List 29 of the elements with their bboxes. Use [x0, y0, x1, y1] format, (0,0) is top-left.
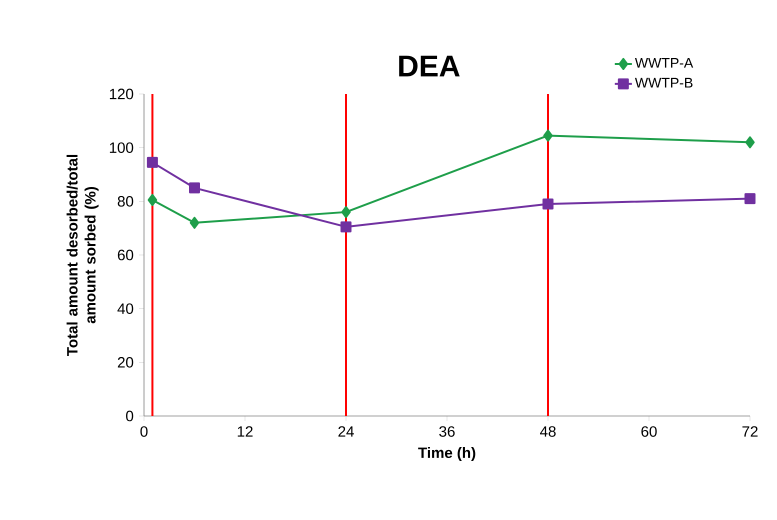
- y-tick-label: 80: [118, 196, 134, 207]
- point: [543, 130, 553, 142]
- chart-title: DEA: [399, 56, 460, 76]
- point: [744, 193, 756, 204]
- point: [745, 136, 755, 148]
- legend-label: WWTP-B: [634, 78, 692, 88]
- y-tick-label: 20: [118, 357, 134, 368]
- x-axis-title: Time (h): [418, 447, 476, 461]
- x-tick-label: 12: [238, 426, 253, 437]
- y-tick-label: 0: [126, 410, 134, 422]
- y-tick-label: 60: [118, 250, 134, 260]
- x-tick-label: 48: [540, 426, 556, 437]
- point: [341, 206, 351, 218]
- y-tick-label: 120: [110, 88, 134, 100]
- point: [340, 221, 352, 232]
- point: [146, 156, 158, 168]
- legend-label: WWTP-A: [634, 58, 694, 68]
- y-tick-label: 40: [117, 303, 134, 314]
- x-tick-label: 60: [641, 426, 657, 437]
- x-tick-label: 0: [140, 426, 148, 437]
- y-tick-label: 100: [110, 142, 134, 153]
- point: [189, 182, 200, 194]
- point: [190, 216, 200, 229]
- point: [542, 198, 554, 210]
- point: [148, 194, 158, 206]
- y-axis-title: Total amount desorbed/total amount sorbed (%): [66, 154, 99, 356]
- x-tick-label: 24: [338, 426, 354, 437]
- x-tick-label: 72: [742, 426, 758, 437]
- x-tick-label: 36: [439, 426, 455, 437]
